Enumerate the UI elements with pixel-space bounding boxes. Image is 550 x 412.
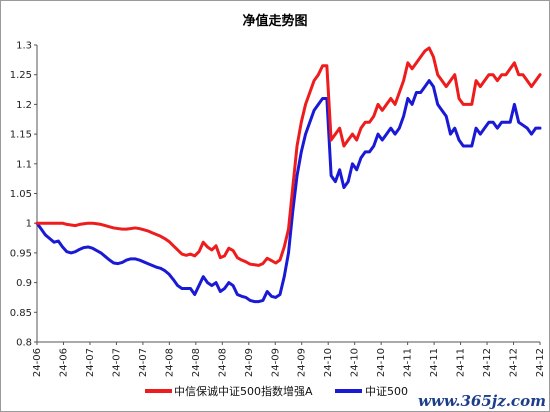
x-tick-label: 24-11 — [403, 348, 414, 377]
x-tick-label: 24-09 — [270, 348, 281, 377]
x-tick-label: 24-09 — [297, 348, 308, 377]
legend-label-series-1: 中信保诚中证500指数增强A — [174, 384, 313, 398]
legend: 中信保诚中证500指数增强A 中证500 — [145, 384, 408, 398]
series-line-1 — [35, 46, 542, 267]
x-tick-label: 24-08 — [217, 348, 228, 377]
x-tick-label: 24-09 — [244, 348, 255, 377]
y-tick-label: 1.2 — [16, 100, 32, 111]
x-tick-label: 24-12 — [535, 348, 546, 377]
x-tick-label: 24-11 — [429, 348, 440, 377]
legend-label-series-2: 中证500 — [365, 385, 408, 398]
x-tick-label: 24-12 — [482, 348, 493, 377]
x-tick-label: 24-06 — [58, 348, 69, 377]
x-tick-label: 24-10 — [376, 348, 387, 377]
y-tick-label: 0.8 — [16, 338, 32, 349]
y-tick-label: 0.95 — [10, 248, 32, 259]
watermark-text: www.365jz.com — [418, 392, 546, 410]
y-tick-label: 1.25 — [10, 70, 32, 81]
y-axis-ticks: 0.8 0.85 0.9 0.95 1 1.05 1.1 1.15 1.2 1.25 1.3 — [10, 41, 37, 349]
series-lines — [35, 46, 542, 304]
y-tick-label: 1 — [26, 219, 32, 230]
x-tick-label: 24-06 — [32, 348, 43, 377]
chart-title: 净值走势图 — [242, 13, 307, 29]
y-tick-label: 1.1 — [16, 159, 32, 170]
x-tick-label: 24-10 — [350, 348, 361, 377]
x-tick-label: 24-12 — [509, 348, 520, 377]
y-tick-label: 1.3 — [16, 41, 32, 52]
x-tick-label: 24-07 — [138, 348, 149, 377]
x-tick-label: 24-07 — [111, 348, 122, 377]
series-line-2 — [35, 79, 542, 304]
y-tick-label: 0.85 — [10, 308, 32, 319]
x-tick-label: 24-07 — [85, 348, 96, 377]
y-tick-label: 1.15 — [10, 130, 32, 141]
x-tick-label: 24-08 — [191, 348, 202, 377]
y-tick-label: 1.05 — [10, 189, 32, 200]
x-axis-ticks: 24-06 24-06 24-07 24-07 24-07 24-08 24-08 24-08… — [32, 342, 546, 377]
axes — [36, 45, 540, 343]
y-tick-label: 0.9 — [16, 278, 32, 289]
x-tick-label: 24-11 — [456, 348, 467, 377]
x-tick-label: 24-08 — [164, 348, 175, 377]
x-tick-label: 24-10 — [323, 348, 334, 377]
